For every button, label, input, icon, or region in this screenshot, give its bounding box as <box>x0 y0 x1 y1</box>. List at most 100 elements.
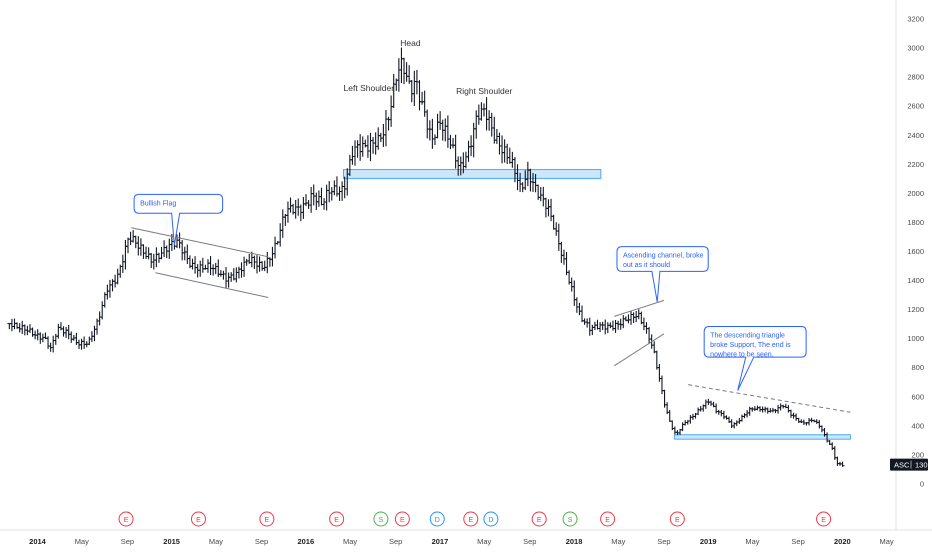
ohlc-bar <box>87 336 92 346</box>
ohlc-bar <box>303 194 308 207</box>
ohlc-bar <box>453 134 458 169</box>
ohlc-bar <box>799 419 804 424</box>
callout: Bullish Flag <box>133 193 224 246</box>
ohlc-bar <box>136 236 141 256</box>
ohlc-bar <box>236 266 241 279</box>
ohlc-bar <box>590 324 595 336</box>
ohlc-bar <box>138 238 143 256</box>
ohlc-bar <box>358 134 363 161</box>
ohlc-bar <box>603 319 608 335</box>
ohlc-bar <box>309 186 314 213</box>
event-letter: S <box>379 517 384 524</box>
dividend-event-marker: D <box>429 511 445 527</box>
ohlc-bar <box>672 426 677 435</box>
ohlc-bar <box>714 403 719 414</box>
earnings-event-marker: E <box>329 511 345 527</box>
ohlc-bar <box>342 176 347 199</box>
ohlc-bar <box>471 122 476 158</box>
ohlc-bar <box>564 252 569 276</box>
ohlc-bar <box>572 280 577 306</box>
ohlc-bar <box>316 190 321 207</box>
ohlc-bar <box>270 246 275 267</box>
ohlc-bar <box>9 318 14 332</box>
price-tick-label: 0 <box>920 479 924 488</box>
ohlc-bar <box>551 214 556 230</box>
ohlc-bar <box>559 241 564 263</box>
ohlc-bar <box>636 309 641 320</box>
ohlc-bar <box>205 259 210 273</box>
ohlc-bar <box>293 199 298 219</box>
ohlc-bar <box>371 137 376 154</box>
price-tick-label: 600 <box>911 392 924 401</box>
ohlc-bar <box>265 251 270 274</box>
ohlc-bar <box>500 135 505 164</box>
event-letter: E <box>196 517 201 524</box>
callout-text: The descending triangle <box>710 333 785 340</box>
ohlc-bar <box>324 184 329 211</box>
time-tick-label: Sep <box>255 537 268 546</box>
ohlc-bar <box>492 116 497 144</box>
price-axis[interactable]: 0 200 400 600 800 1000 1200 1400 1600 1800 2000 220… <box>895 0 924 530</box>
ohlc-bar <box>164 245 169 258</box>
ohlc-bar <box>592 321 597 331</box>
ohlc-bar <box>819 425 824 433</box>
ohlc-bar <box>198 260 203 277</box>
pattern-label: Right Shoulder <box>456 86 512 96</box>
ohlc-bar <box>708 400 713 406</box>
ohlc-bar <box>497 132 502 155</box>
ohlc-bar <box>605 322 610 334</box>
time-tick-label: May <box>343 537 357 546</box>
callout: The descending triangle broke Support, Th… <box>703 326 807 391</box>
event-circle <box>816 511 832 527</box>
earnings-event-marker: E <box>816 511 832 527</box>
event-letter: E <box>334 517 339 524</box>
event-letter: E <box>265 517 270 524</box>
ohlc-bar <box>435 113 440 139</box>
ohlc-bar <box>208 256 213 275</box>
ohlc-bar <box>46 336 51 349</box>
ohlc-bar <box>489 112 494 137</box>
ohlc-bar <box>654 350 659 370</box>
ohlc-bar <box>688 415 693 424</box>
trendline <box>131 227 269 258</box>
ohlc-bar <box>332 180 337 196</box>
price-tick-label: 2800 <box>907 73 924 82</box>
ohlc-bar <box>254 255 259 274</box>
price-bars <box>7 47 845 467</box>
ohlc-bar <box>647 327 652 345</box>
ohlc-bar <box>569 277 574 292</box>
ohlc-bar <box>768 408 773 413</box>
event-circle <box>463 511 479 527</box>
ohlc-bar <box>195 264 200 278</box>
ohlc-bar <box>732 422 737 429</box>
time-tick-label: Sep <box>791 537 804 546</box>
ohlc-bar <box>193 256 198 274</box>
ohlc-bar <box>378 132 383 142</box>
callout-text: Ascending channel, broke <box>623 253 704 260</box>
ohlc-bar <box>51 335 56 353</box>
ohlc-bar <box>814 419 819 424</box>
ohlc-bar <box>556 223 561 251</box>
ohlc-bar <box>776 404 781 414</box>
time-tick-label: Sep <box>389 537 402 546</box>
ohlc-bar <box>242 256 247 277</box>
time-axis[interactable]: 2014 May Sep 2015 May Sep 2016 May Sep 2017 May Sep… <box>0 529 932 546</box>
ohlc-bar <box>752 406 757 411</box>
pattern-label: Left Shoulder <box>344 83 395 93</box>
ohlc-bar <box>211 264 216 276</box>
ohlc-bar <box>484 97 489 131</box>
ohlc-bar <box>474 110 479 139</box>
callout-text: Bullish Flag <box>140 200 176 207</box>
ohlc-bar <box>402 57 407 85</box>
callouts: Bullish Flag Ascending channel, broke out … <box>133 193 807 391</box>
ohlc-bar <box>724 415 729 420</box>
ohlc-bar <box>763 406 768 413</box>
event-letter: E <box>468 517 473 524</box>
ohlc-bar <box>30 327 35 337</box>
ohlc-bar <box>613 320 618 333</box>
ohlc-bar <box>120 254 125 273</box>
ohlc-bar <box>758 406 763 412</box>
ohlc-bar <box>801 419 806 426</box>
ohlc-bar <box>322 198 327 210</box>
